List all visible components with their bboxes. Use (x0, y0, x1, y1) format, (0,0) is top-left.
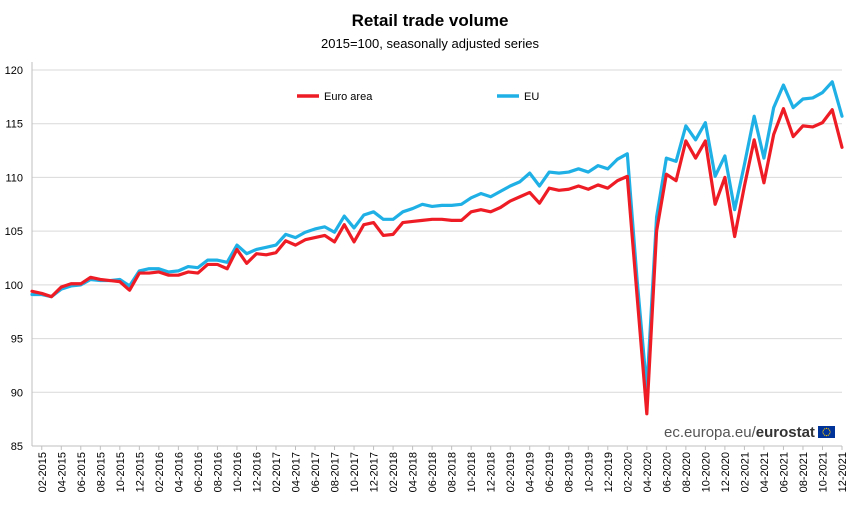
y-tick-label: 100 (5, 280, 23, 292)
x-tick-label: 04-2019 (525, 452, 537, 492)
source-brand: eurostat (755, 424, 815, 441)
x-tick-label: 02-2019 (505, 452, 517, 492)
x-tick-label: 10-2018 (466, 452, 478, 492)
x-tick-label: 12-2020 (720, 452, 732, 492)
x-tick-label: 06-2018 (427, 452, 439, 492)
x-tick-label: 06-2017 (310, 452, 322, 492)
x-tick-label: 04-2021 (759, 452, 771, 492)
x-tick-label: 02-2021 (739, 452, 751, 492)
legend: Euro area EU (297, 91, 539, 103)
legend-label: EU (524, 91, 539, 103)
x-tick-label: 02-2020 (622, 452, 634, 492)
chart-title: Retail trade volume (351, 11, 509, 30)
x-tick-label: 08-2018 (447, 452, 459, 492)
x-tick-label: 12-2019 (603, 452, 615, 492)
x-tick-label: 04-2015 (56, 452, 68, 492)
x-tick-label: 10-2017 (349, 452, 361, 492)
x-tick-label: 10-2019 (583, 452, 595, 492)
x-tick-label: 02-2017 (271, 452, 283, 492)
legend-label: Euro area (324, 91, 373, 103)
x-tick-label: 08-2016 (212, 452, 224, 492)
x-tick-label: 08-2021 (798, 452, 810, 492)
x-tick-label: 06-2021 (778, 452, 790, 492)
x-tick-label: 06-2020 (661, 452, 673, 492)
y-tick-labels: 85 90 95 100 105 110 115 120 (5, 65, 23, 453)
x-tick-label: 12-2016 (251, 452, 263, 492)
x-tick-labels: 02-2015 04-2015 06-2015 08-2015 10-2015 12-20… (37, 446, 849, 492)
x-tick-label: 04-2020 (642, 452, 654, 492)
x-tick-label: 02-2018 (388, 452, 400, 492)
grid-lines (32, 69, 842, 393)
series-lines (30, 80, 844, 416)
y-tick-label: 105 (5, 226, 23, 238)
x-tick-label: 10-2015 (115, 452, 127, 492)
source-prefix: ec.europa.eu/ (664, 424, 756, 441)
x-tick-label: 06-2015 (76, 452, 88, 492)
y-tick-label: 90 (11, 387, 23, 399)
x-tick-label: 08-2017 (330, 452, 342, 492)
x-tick-label: 06-2019 (544, 452, 556, 492)
x-tick-label: 10-2021 (817, 452, 829, 492)
source-credit: ec.europa.eu/eurostat (664, 424, 835, 441)
y-tick-label: 115 (5, 119, 23, 131)
y-tick-label: 95 (11, 334, 23, 346)
y-tick-label: 85 (11, 441, 23, 453)
x-tick-label: 12-2018 (486, 452, 498, 492)
series-line-euro-area (30, 107, 844, 416)
x-tick-label: 02-2016 (154, 452, 166, 492)
x-tick-label: 08-2015 (95, 452, 107, 492)
x-tick-label: 04-2016 (173, 452, 185, 492)
x-tick-label: 12-2021 (837, 452, 849, 492)
x-tick-label: 08-2020 (681, 452, 693, 492)
chart-subtitle: 2015=100, seasonally adjusted series (321, 36, 539, 51)
x-tick-label: 10-2016 (232, 452, 244, 492)
x-tick-label: 02-2015 (37, 452, 49, 492)
x-tick-label: 08-2019 (564, 452, 576, 492)
axes (31, 62, 842, 447)
x-tick-label: 12-2017 (369, 452, 381, 492)
eu-flag-icon (817, 426, 835, 438)
x-tick-label: 12-2015 (134, 452, 146, 492)
x-tick-label: 04-2017 (290, 452, 302, 492)
series-line-eu (30, 80, 844, 391)
x-tick-label: 10-2020 (700, 452, 712, 492)
x-tick-label: 04-2018 (408, 452, 420, 492)
y-tick-label: 110 (5, 172, 23, 184)
x-tick-label: 06-2016 (193, 452, 205, 492)
y-tick-label: 120 (5, 65, 23, 77)
